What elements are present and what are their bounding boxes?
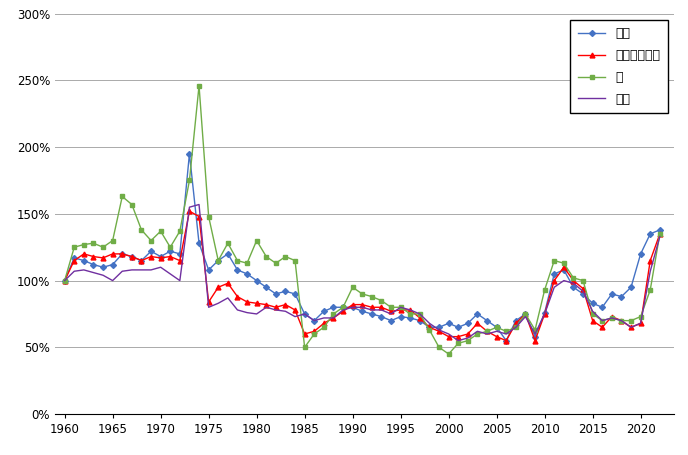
トウモロコシ: [483, 329, 491, 334]
トウモロコシ: [349, 302, 357, 307]
小麦: [367, 307, 376, 313]
Line: 小麦: 小麦: [65, 204, 660, 341]
トウモロコシ: [502, 338, 510, 344]
小麦: [233, 307, 241, 313]
Line: トウモロコシ: トウモロコシ: [62, 209, 663, 343]
米: [61, 278, 69, 283]
小麦: [252, 311, 261, 317]
大豆: [185, 151, 193, 157]
大豆: [61, 278, 69, 283]
大豆: [646, 231, 654, 237]
大豆: [483, 318, 491, 324]
トウモロコシ: [646, 258, 654, 263]
米: [367, 294, 376, 299]
大豆: [349, 304, 357, 310]
トウモロコシ: [252, 301, 261, 306]
米: [444, 351, 453, 357]
小麦: [61, 278, 69, 283]
Line: 米: 米: [63, 84, 662, 356]
米: [493, 324, 501, 330]
米: [646, 287, 654, 293]
Legend: 大豆, トウモロコシ, 米, 小麦: 大豆, トウモロコシ, 米, 小麦: [570, 20, 668, 113]
米: [252, 238, 261, 243]
米: [195, 83, 203, 88]
小麦: [454, 338, 462, 344]
大豆: [367, 311, 376, 317]
Line: 大豆: 大豆: [63, 152, 662, 343]
小麦: [656, 234, 664, 239]
トウモロコシ: [233, 294, 241, 299]
大豆: [656, 227, 664, 233]
米: [349, 284, 357, 290]
小麦: [493, 329, 501, 334]
トウモロコシ: [656, 231, 664, 237]
大豆: [233, 267, 241, 273]
大豆: [252, 278, 261, 283]
米: [233, 258, 241, 263]
小麦: [349, 304, 357, 310]
米: [656, 231, 664, 237]
トウモロコシ: [61, 278, 69, 283]
トウモロコシ: [367, 304, 376, 310]
小麦: [646, 268, 654, 274]
小麦: [195, 202, 203, 207]
トウモロコシ: [185, 208, 193, 214]
大豆: [502, 338, 510, 344]
